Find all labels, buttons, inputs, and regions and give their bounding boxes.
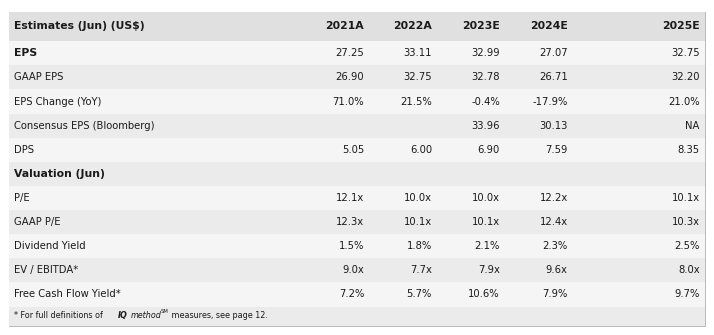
Bar <box>9 12 705 41</box>
Text: 33.96: 33.96 <box>471 121 500 131</box>
Text: EV / EBITDA*: EV / EBITDA* <box>14 265 79 275</box>
Text: 7.9x: 7.9x <box>478 265 500 275</box>
Text: 2021A: 2021A <box>326 21 364 31</box>
Text: 2024E: 2024E <box>530 21 568 31</box>
Text: 9.7%: 9.7% <box>674 289 700 299</box>
Bar <box>9 138 705 162</box>
Text: Consensus EPS (Bloomberg): Consensus EPS (Bloomberg) <box>14 121 155 131</box>
Bar <box>9 307 705 326</box>
Text: 8.0x: 8.0x <box>678 265 700 275</box>
Text: 32.75: 32.75 <box>403 72 432 82</box>
Text: 9.6x: 9.6x <box>545 265 568 275</box>
Text: 7.2%: 7.2% <box>338 289 364 299</box>
Text: 32.75: 32.75 <box>671 48 700 58</box>
Text: NA: NA <box>685 121 700 131</box>
Text: -0.4%: -0.4% <box>471 96 500 107</box>
Text: 12.1x: 12.1x <box>336 193 364 203</box>
Text: 10.0x: 10.0x <box>404 193 432 203</box>
Text: 9.0x: 9.0x <box>343 265 364 275</box>
Bar <box>9 258 705 282</box>
Text: 27.25: 27.25 <box>336 48 364 58</box>
Text: 26.71: 26.71 <box>539 72 568 82</box>
Text: -17.9%: -17.9% <box>532 96 568 107</box>
Text: 5.05: 5.05 <box>342 145 364 155</box>
Text: EPS Change (YoY): EPS Change (YoY) <box>14 96 101 107</box>
Text: 7.7x: 7.7x <box>410 265 432 275</box>
Text: 2.5%: 2.5% <box>674 241 700 251</box>
Bar <box>9 210 705 234</box>
Text: measures, see page 12.: measures, see page 12. <box>169 311 267 320</box>
Text: 10.1x: 10.1x <box>404 217 432 227</box>
Bar <box>9 89 705 114</box>
Text: P/E: P/E <box>14 193 30 203</box>
Text: 32.99: 32.99 <box>471 48 500 58</box>
Bar <box>9 186 705 210</box>
Text: Dividend Yield: Dividend Yield <box>14 241 86 251</box>
Text: 27.07: 27.07 <box>539 48 568 58</box>
Text: 7.9%: 7.9% <box>542 289 568 299</box>
Text: 21.5%: 21.5% <box>401 96 432 107</box>
Text: method: method <box>131 311 161 320</box>
Text: 33.11: 33.11 <box>403 48 432 58</box>
Text: 12.2x: 12.2x <box>539 193 568 203</box>
Text: 7.59: 7.59 <box>545 145 568 155</box>
Text: 12.3x: 12.3x <box>336 217 364 227</box>
Text: 2025E: 2025E <box>662 21 700 31</box>
Text: 26.90: 26.90 <box>336 72 364 82</box>
Text: Estimates (Jun) (US$): Estimates (Jun) (US$) <box>14 21 145 31</box>
Bar <box>9 162 705 186</box>
Text: 6.00: 6.00 <box>410 145 432 155</box>
Text: SM: SM <box>161 310 169 315</box>
Text: 71.0%: 71.0% <box>333 96 364 107</box>
Text: * For full definitions of: * For full definitions of <box>14 311 106 320</box>
Text: 2023E: 2023E <box>462 21 500 31</box>
Text: 12.4x: 12.4x <box>540 217 568 227</box>
Text: 2.3%: 2.3% <box>543 241 568 251</box>
Text: 8.35: 8.35 <box>678 145 700 155</box>
Text: 21.0%: 21.0% <box>668 96 700 107</box>
Text: DPS: DPS <box>14 145 34 155</box>
Text: 10.3x: 10.3x <box>672 217 700 227</box>
Text: 1.5%: 1.5% <box>338 241 364 251</box>
Text: 32.78: 32.78 <box>471 72 500 82</box>
Text: 10.1x: 10.1x <box>472 217 500 227</box>
Bar <box>9 41 705 65</box>
Text: 1.8%: 1.8% <box>407 241 432 251</box>
Text: 6.90: 6.90 <box>478 145 500 155</box>
Text: EPS: EPS <box>14 48 37 58</box>
Text: GAAP EPS: GAAP EPS <box>14 72 64 82</box>
Text: 30.13: 30.13 <box>539 121 568 131</box>
Bar <box>9 282 705 307</box>
Text: 2.1%: 2.1% <box>474 241 500 251</box>
Bar <box>9 65 705 89</box>
Text: Free Cash Flow Yield*: Free Cash Flow Yield* <box>14 289 121 299</box>
Bar <box>9 234 705 258</box>
Bar <box>9 114 705 138</box>
Text: 32.20: 32.20 <box>671 72 700 82</box>
Text: 10.1x: 10.1x <box>672 193 700 203</box>
Text: GAAP P/E: GAAP P/E <box>14 217 61 227</box>
Text: 2022A: 2022A <box>393 21 432 31</box>
Text: 10.0x: 10.0x <box>472 193 500 203</box>
Text: 10.6%: 10.6% <box>468 289 500 299</box>
Text: IQ: IQ <box>118 311 128 320</box>
Text: Valuation (Jun): Valuation (Jun) <box>14 169 105 179</box>
Text: 5.7%: 5.7% <box>406 289 432 299</box>
